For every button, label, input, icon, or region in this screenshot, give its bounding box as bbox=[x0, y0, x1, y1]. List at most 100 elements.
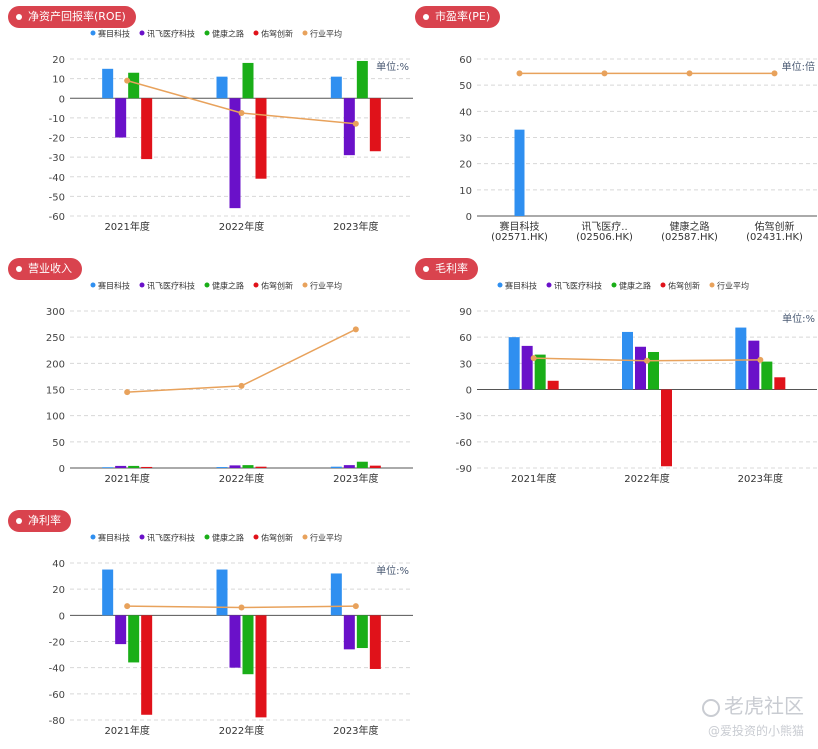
roe-y-tick-label: 0 bbox=[59, 94, 65, 105]
roe-bar bbox=[330, 76, 342, 99]
revenue-bar bbox=[343, 465, 355, 468]
gross-bar bbox=[521, 345, 533, 390]
gross-y-tick-label: -60 bbox=[456, 438, 472, 449]
gross-legend-label: 赛目科技 bbox=[505, 281, 537, 291]
roe-legend-label: 讯飞医疗科技 bbox=[147, 29, 195, 39]
roe-legend-label: 行业平均 bbox=[310, 29, 342, 39]
revenue-bar bbox=[115, 465, 127, 468]
pe-x-tick-label: 讯飞医疗.. bbox=[581, 220, 627, 233]
roe-unit-label: 单位:% bbox=[376, 60, 409, 73]
gross-legend-marker bbox=[611, 282, 617, 288]
watermark-brand: 老虎社区 bbox=[702, 690, 804, 719]
net-bar bbox=[216, 569, 228, 616]
revenue-y-tick-label: 50 bbox=[52, 438, 65, 449]
revenue-bar bbox=[356, 461, 368, 468]
roe-legend-label: 佑驾创新 bbox=[261, 29, 293, 39]
net-bar bbox=[128, 615, 140, 663]
gross-y-tick-label: -90 bbox=[456, 464, 472, 475]
net-legend-marker bbox=[90, 534, 96, 540]
revenue-bar bbox=[216, 467, 228, 468]
net-bar bbox=[102, 569, 114, 616]
gross-y-tick-label: 60 bbox=[459, 333, 472, 344]
pe-title: 市盈率(PE) bbox=[415, 6, 501, 28]
net-bar bbox=[242, 615, 254, 675]
revenue-bar bbox=[128, 465, 140, 468]
roe-avg-point bbox=[238, 109, 245, 116]
net-title: 净利率 bbox=[8, 510, 71, 532]
revenue-legend-label: 讯飞医疗科技 bbox=[147, 281, 195, 291]
net-legend-marker bbox=[302, 534, 308, 540]
revenue-legend-label: 赛目科技 bbox=[98, 281, 130, 291]
net-y-tick-label: -20 bbox=[49, 638, 65, 649]
net-legend-label: 佑驾创新 bbox=[261, 533, 293, 543]
revenue-bar bbox=[242, 465, 254, 468]
roe-x-tick-label: 2021年度 bbox=[104, 220, 149, 233]
net-y-tick-label: -60 bbox=[49, 690, 65, 701]
net-y-tick-label: 20 bbox=[52, 585, 65, 596]
roe-y-tick-label: -30 bbox=[49, 153, 65, 164]
roe-y-tick-label: -40 bbox=[49, 173, 65, 184]
revenue-avg-point bbox=[238, 382, 245, 389]
gross-title-text: 毛利率 bbox=[435, 262, 468, 275]
net-legend-label: 行业平均 bbox=[310, 533, 342, 543]
net-bar bbox=[229, 615, 241, 668]
revenue-legend-marker bbox=[204, 282, 210, 288]
gross-legend-label: 佑驾创新 bbox=[668, 281, 700, 291]
net-y-tick-label: -40 bbox=[49, 664, 65, 675]
gross-bar bbox=[648, 351, 659, 390]
gross-bar bbox=[774, 377, 786, 390]
gross-bar bbox=[635, 346, 646, 390]
pe-x-tick-label: 佑驾创新 bbox=[755, 220, 795, 233]
roe-avg-point bbox=[124, 77, 131, 84]
net-legend-marker bbox=[204, 534, 210, 540]
revenue-title-text: 营业收入 bbox=[28, 262, 72, 275]
gross-bar bbox=[547, 380, 559, 390]
revenue-bar bbox=[330, 466, 342, 468]
roe-bar bbox=[141, 98, 153, 160]
roe-legend-marker bbox=[253, 30, 259, 36]
net-bar bbox=[356, 615, 368, 649]
revenue-legend-marker bbox=[253, 282, 259, 288]
net-unit-label: 单位:% bbox=[376, 564, 409, 577]
revenue-avg-line bbox=[127, 328, 357, 393]
pe-avg-point bbox=[771, 70, 778, 77]
gross-x-tick-label: 2023年度 bbox=[738, 472, 783, 485]
gross-x-tick-label: 2022年度 bbox=[624, 472, 669, 485]
pe-bar bbox=[514, 129, 525, 216]
gross-legend-label: 讯飞医疗科技 bbox=[554, 281, 602, 291]
roe-bar bbox=[369, 98, 381, 152]
gross-y-tick-label: 30 bbox=[459, 359, 472, 370]
net-avg-point bbox=[352, 603, 359, 610]
net-title-text: 净利率 bbox=[28, 514, 61, 527]
roe-title: 净资产回报率(ROE) bbox=[8, 6, 136, 28]
net-x-tick-label: 2023年度 bbox=[333, 724, 378, 737]
gross-legend-marker bbox=[546, 282, 552, 288]
revenue-bar bbox=[102, 467, 114, 469]
gross-bar bbox=[748, 340, 760, 390]
net-y-tick-label: -80 bbox=[49, 716, 65, 727]
pe-y-tick-label: 10 bbox=[459, 186, 472, 197]
net-bar bbox=[343, 615, 355, 650]
net-x-tick-label: 2022年度 bbox=[219, 724, 264, 737]
revenue-legend-marker bbox=[139, 282, 145, 288]
gross-legend-label: 健康之路 bbox=[619, 281, 651, 291]
gross-avg-point bbox=[644, 357, 650, 364]
revenue-legend-marker bbox=[90, 282, 96, 288]
pe-x-tick-label: 赛目科技 bbox=[500, 220, 540, 233]
revenue-y-tick-label: 300 bbox=[46, 307, 65, 318]
net-bar bbox=[141, 615, 153, 715]
net-bar bbox=[330, 573, 342, 616]
watermark-brand-text: 老虎社区 bbox=[724, 694, 804, 718]
revenue-y-tick-label: 0 bbox=[59, 464, 65, 475]
net-y-tick-label: 0 bbox=[59, 611, 65, 622]
revenue-legend-label: 健康之路 bbox=[212, 281, 244, 291]
net-legend-marker bbox=[253, 534, 259, 540]
roe-legend-marker bbox=[302, 30, 308, 36]
pe-avg-point bbox=[516, 70, 523, 77]
pe-x-tick-label: (02431.HK) bbox=[746, 232, 803, 243]
pe-y-tick-label: 40 bbox=[459, 107, 472, 118]
pe-title-text: 市盈率(PE) bbox=[435, 10, 491, 23]
roe-bar bbox=[128, 72, 140, 99]
roe-y-tick-label: 10 bbox=[52, 75, 65, 86]
